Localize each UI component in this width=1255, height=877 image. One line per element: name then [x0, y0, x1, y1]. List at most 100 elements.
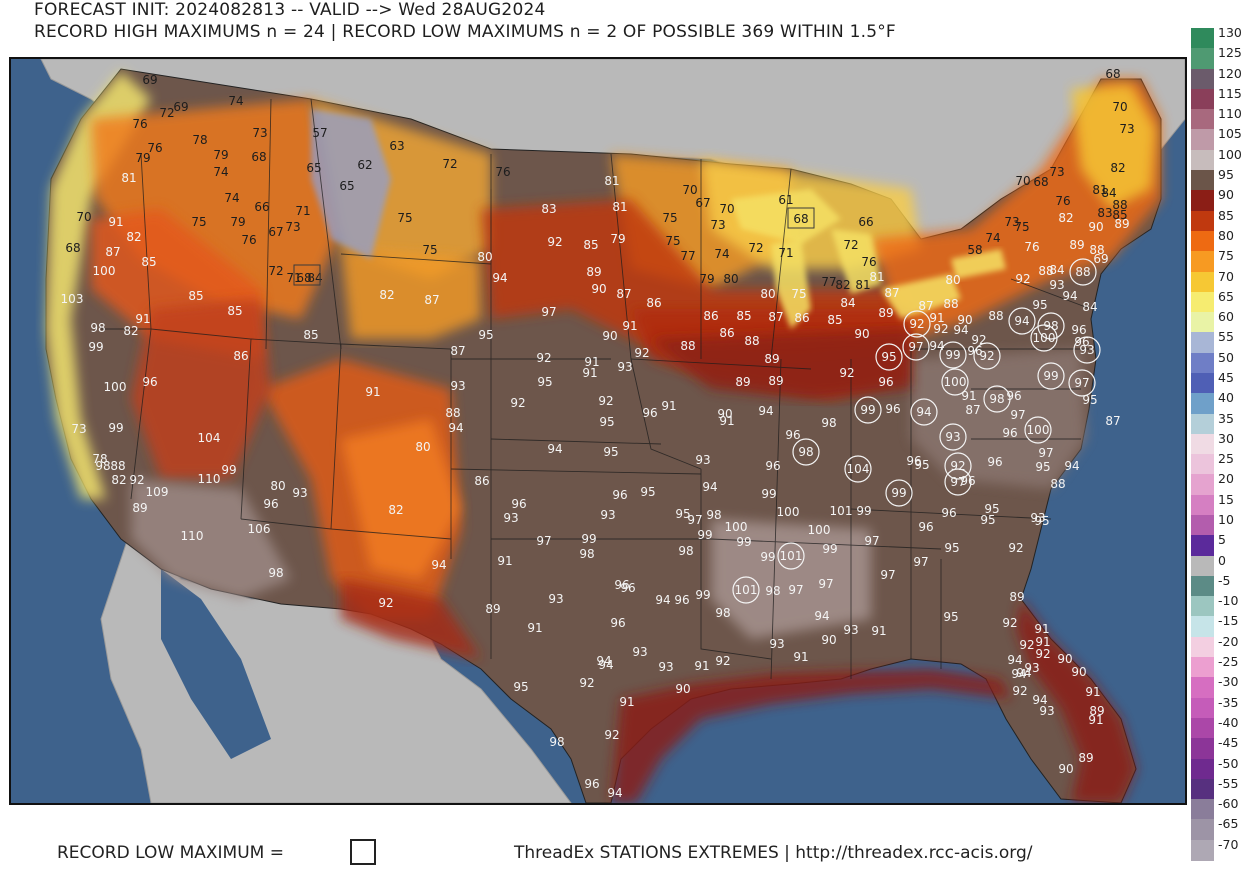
station-temperature: 100	[808, 523, 831, 537]
station-temperature: 94	[492, 271, 507, 285]
temperature-shading-region	[131, 299, 271, 479]
legend-tick-label: 100	[1218, 146, 1242, 162]
station-temperature: 94	[1032, 693, 1047, 707]
color-scale-legend	[1191, 28, 1214, 861]
station-temperature: 75	[191, 215, 206, 229]
record-high-circle	[903, 310, 931, 338]
station-temperature: 78	[192, 133, 207, 147]
station-temperature: 85	[1112, 208, 1127, 222]
station-temperature: 61	[778, 193, 793, 207]
station-temperature: 99	[761, 487, 776, 501]
legend-tick-label: 85	[1218, 207, 1234, 223]
station-temperature: 82	[111, 473, 126, 487]
legend-swatch	[1191, 677, 1214, 699]
station-temperature: 98	[715, 606, 730, 620]
station-temperature: 94	[431, 558, 446, 572]
station-temperature: 95	[943, 610, 958, 624]
station-temperature: 99	[736, 535, 751, 549]
station-temperature: 90	[675, 682, 690, 696]
legend-tick-label: 10	[1218, 512, 1234, 528]
station-temperature: 81	[604, 174, 619, 188]
station-temperature: 94	[607, 786, 622, 800]
record-high-value: 93	[945, 430, 960, 444]
station-temperature: 95	[1034, 514, 1049, 528]
legend-tick-label: -70	[1218, 836, 1239, 852]
record-high-station: 100	[941, 368, 969, 396]
station-temperature: 95	[1082, 393, 1097, 407]
station-temperature: 93	[1030, 511, 1045, 525]
station-temperature: 68	[65, 241, 80, 255]
legend-swatch	[1191, 778, 1214, 800]
legend-tick-label: 0	[1218, 552, 1226, 568]
record-high-circle	[1068, 369, 1096, 397]
station-temperature: 91	[961, 389, 976, 403]
station-temperature: 82	[126, 230, 141, 244]
legend-swatch	[1191, 799, 1214, 820]
record-high-station: 95	[875, 343, 903, 371]
station-temperature: 87	[965, 403, 980, 417]
station-temperature: 100	[104, 380, 127, 394]
station-temperature: 92	[1012, 684, 1027, 698]
legend-tick-label: 65	[1218, 288, 1234, 304]
station-temperature: 74	[224, 191, 239, 205]
temperature-shading-region	[611, 669, 1011, 803]
legend-tick-label: 130	[1218, 25, 1242, 40]
legend-tick-label: 55	[1218, 329, 1234, 345]
station-temperature: 91	[622, 319, 637, 333]
station-temperature: 92	[634, 346, 649, 360]
station-temperature: 85	[188, 289, 203, 303]
station-temperature: 91	[527, 621, 542, 635]
legend-swatch	[1191, 332, 1214, 354]
record-high-value: 92	[979, 349, 994, 363]
station-temperature: 84	[1101, 186, 1116, 200]
great-lake	[831, 229, 881, 294]
gulf-of-california	[161, 569, 271, 759]
station-temperature: 93	[695, 453, 710, 467]
station-temperature: 96	[878, 375, 893, 389]
legend-tick-label: -45	[1218, 735, 1239, 751]
station-temperature: 84	[307, 271, 322, 285]
station-temperature: 95	[914, 458, 929, 472]
station-temperature: 68	[1033, 175, 1048, 189]
station-temperature: 94	[598, 658, 613, 672]
record-high-station: 88	[1069, 258, 1097, 286]
station-temperature: 91	[584, 355, 599, 369]
record-high-station: 101	[777, 542, 805, 570]
record-high-station: 100	[1024, 416, 1052, 444]
station-temperature: 88	[445, 406, 460, 420]
station-temperature: 72	[268, 264, 283, 278]
legend-swatch	[1191, 413, 1214, 435]
record-high-circle	[944, 452, 972, 480]
record-high-value: 98	[1043, 319, 1058, 333]
record-high-value: 99	[860, 403, 875, 417]
station-temperature: 68	[1105, 67, 1120, 81]
station-temperature: 72	[748, 241, 763, 255]
record-high-station: 99	[939, 341, 967, 369]
station-temperature: 82	[379, 288, 394, 302]
station-temperature: 93	[632, 645, 647, 659]
station-temperature: 90	[821, 633, 836, 647]
station-temperature: 91	[619, 695, 634, 709]
station-temperature: 95	[980, 513, 995, 527]
station-temperature: 86	[233, 349, 248, 363]
station-temperature: 96	[906, 454, 921, 468]
station-temperature: 96	[511, 497, 526, 511]
record-high-circle	[844, 455, 872, 483]
station-temperature: 74	[714, 247, 729, 261]
station-temperature: 91	[1085, 685, 1100, 699]
station-temperature: 95	[944, 541, 959, 555]
station-temperature: 86	[719, 326, 734, 340]
station-temperature: 89	[735, 375, 750, 389]
station-temperature: 92	[536, 351, 551, 365]
record-high-circle	[983, 385, 1011, 413]
station-temperature: 83	[1097, 206, 1112, 220]
station-temperature: 71	[295, 204, 310, 218]
record-high-station: 97	[1068, 369, 1096, 397]
legend-tick-label: -60	[1218, 796, 1239, 812]
legend-tick-label: 75	[1218, 248, 1234, 264]
station-temperature: 96	[941, 506, 956, 520]
record-high-station: 98	[792, 438, 820, 466]
record-high-value: 92	[950, 459, 965, 473]
station-temperature: 98	[549, 735, 564, 749]
record-high-circle	[944, 468, 972, 496]
